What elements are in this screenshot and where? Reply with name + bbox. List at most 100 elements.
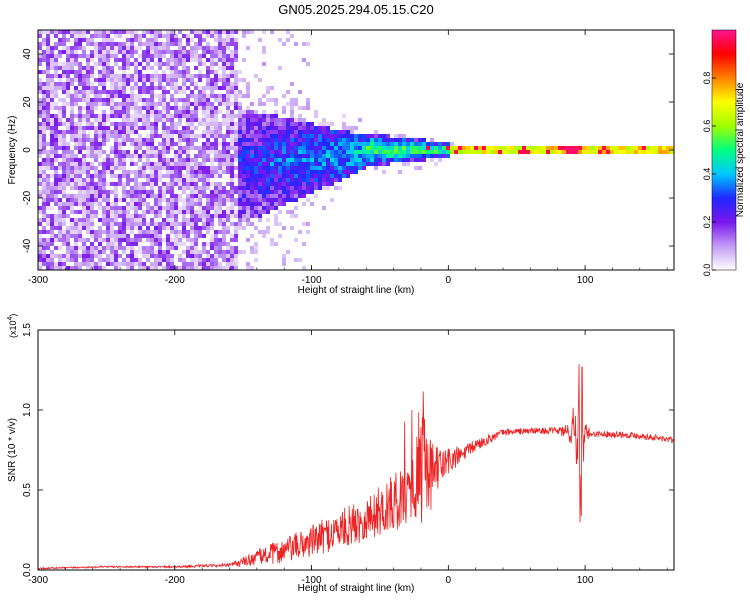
spectrogram-cell [310,122,314,126]
spectrogram-cell [94,86,98,90]
spectrogram-cell [358,146,362,150]
spectrogram-cell [246,82,250,86]
spectrogram-cell [114,230,118,234]
spectrogram-cell [230,262,234,266]
spectrogram-cell [302,134,306,138]
spectrogram-cell [302,106,306,110]
spectrogram-cell [310,166,314,170]
spectrogram-cell [330,150,334,154]
spectrogram-cell [122,78,126,82]
spectrogram-cell [174,222,178,226]
spectrogram-cell [426,154,430,158]
spectrogram-cell [282,166,286,170]
spectrogram-cell [46,62,50,66]
spectrogram-cell [350,126,354,130]
spectrogram-cell [298,186,302,190]
spectrogram-cell [106,258,110,262]
spectrogram-cell [186,86,190,90]
spectrogram-cell [238,198,242,202]
spectrogram-cell [138,158,142,162]
spectrogram-cell [146,162,150,166]
spectrogram-cell [46,98,50,102]
spectrogram-cell [230,102,234,106]
spectrogram-cell [306,122,310,126]
spectrogram-cell [90,210,94,214]
spectrogram-cell [422,142,426,146]
spectrogram-cell [198,154,202,158]
spectrogram-cell [54,238,58,242]
spectrogram-cell [206,110,210,114]
spectrogram-cell [222,74,226,78]
spectrogram-cell [258,210,262,214]
spectrogram-cell [290,126,294,130]
spectrogram-cell [94,210,98,214]
spectrogram-cell [50,78,54,82]
spectrogram-cell [42,146,46,150]
spectrogram-cell [98,42,102,46]
spectrogram-cell [78,142,82,146]
spectrogram-cell [98,134,102,138]
spectrogram-cell [238,206,242,210]
spectrogram-cell [74,186,78,190]
spectrogram-cell [166,126,170,130]
spectrogram-cell [122,122,126,126]
spectrogram-cell [110,182,114,186]
spectrogram-cell [186,210,190,214]
spectrogram-cell [98,246,102,250]
spectrogram-cell [174,154,178,158]
spectrogram-cell [262,138,266,142]
spectrogram-cell [70,226,74,230]
spectrogram-cell [50,146,54,150]
spectrogram-cell [82,202,86,206]
spectrogram-cell [130,258,134,262]
spectrogram-cell [202,98,206,102]
spectrogram-cell [414,166,418,170]
spectrogram-cell [186,106,190,110]
spectrogram-cell [118,30,122,34]
spectrogram-cell [178,130,182,134]
spectrogram-cell [146,166,150,170]
spectrogram-cell [186,58,190,62]
spectrogram-cell [38,54,42,58]
spectrogram-cell [666,150,670,154]
spectrogram-cell [86,250,90,254]
spectrogram-cell [206,258,210,262]
spectrogram-cell [86,182,90,186]
spectrogram-cell [202,186,206,190]
spectrogram-cell [138,174,142,178]
spectrogram-cell [110,206,114,210]
spectrogram-cell [98,226,102,230]
spectrogram-cell [186,94,190,98]
spectrogram-cell [70,82,74,86]
spectrogram-cell [62,110,66,114]
spectrogram-cell [166,46,170,50]
spectrogram-cell [186,74,190,78]
spectrogram-cell [558,150,562,154]
spectrogram-cell [326,154,330,158]
spectrogram-cell [226,250,230,254]
spectrogram-cell [94,142,98,146]
spectrogram-cell [254,178,258,182]
spectrogram-cell [198,62,202,66]
spectrogram-cell [42,190,46,194]
spectrogram-cell [86,126,90,130]
spectrogram-cell [142,78,146,82]
spectrogram-cell [114,134,118,138]
spectrogram-cell [342,166,346,170]
spectrogram-cell [198,226,202,230]
spectrogram-cell [194,242,198,246]
spectrogram-cell [594,150,598,154]
spectrogram-cell [98,58,102,62]
spectrogram-cell [178,242,182,246]
spectrogram-cell [150,150,154,154]
spectrogram-cell [226,46,230,50]
spectrogram-cell [242,134,246,138]
spectrogram-cell [214,150,218,154]
spectrogram-cell [190,122,194,126]
spectrogram-cell [222,214,226,218]
spectrogram-cell [302,154,306,158]
colorbar: 0.00.20.40.60.8 Normalized spectral ampl… [702,29,746,276]
spectrogram-cell [178,74,182,78]
spectrogram-cell [122,150,126,154]
spectrogram-cell [174,130,178,134]
